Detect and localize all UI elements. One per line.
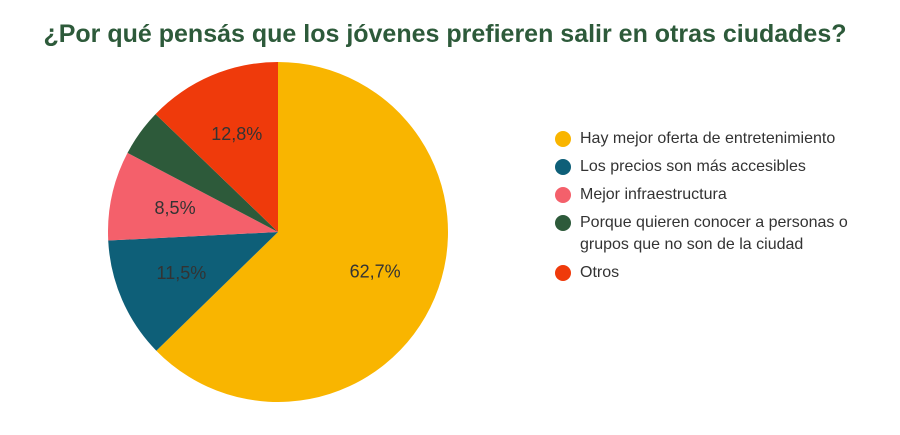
legend-swatch (555, 131, 571, 147)
legend-swatch (555, 265, 571, 281)
legend-item: Mejor infraestructura (555, 184, 865, 206)
legend-label: Los precios son más accesibles (580, 158, 806, 175)
value-label: 62,7% (350, 262, 401, 282)
pie-slice (127, 114, 278, 232)
legend-item: Porque quieren conocer a personas o grup… (555, 212, 865, 256)
chart-title: ¿Por qué pensás que los jóvenes prefiere… (43, 20, 846, 48)
legend-label: Porque quieren conocer a personas o grup… (580, 214, 848, 253)
legend-item: Los precios son más accesibles (555, 156, 865, 178)
value-label: 11,5% (157, 263, 207, 283)
legend-label: Mejor infraestructura (580, 186, 727, 203)
legend-swatch (555, 187, 571, 203)
value-label: 8,5% (155, 198, 196, 218)
legend-swatch (555, 159, 571, 175)
pie-slice (108, 152, 278, 241)
legend-item: Hay mejor oferta de entretenimiento (555, 128, 865, 150)
legend-label: Hay mejor oferta de entretenimiento (580, 130, 836, 147)
pie-slice (156, 62, 448, 402)
value-label: 12,8% (211, 124, 262, 144)
pie-slice (155, 62, 278, 232)
pie-slice (108, 232, 278, 351)
legend-swatch (555, 215, 571, 231)
legend-item: Otros (555, 262, 865, 284)
legend: Hay mejor oferta de entretenimiento Los p… (555, 128, 865, 290)
legend-label: Otros (580, 264, 620, 281)
